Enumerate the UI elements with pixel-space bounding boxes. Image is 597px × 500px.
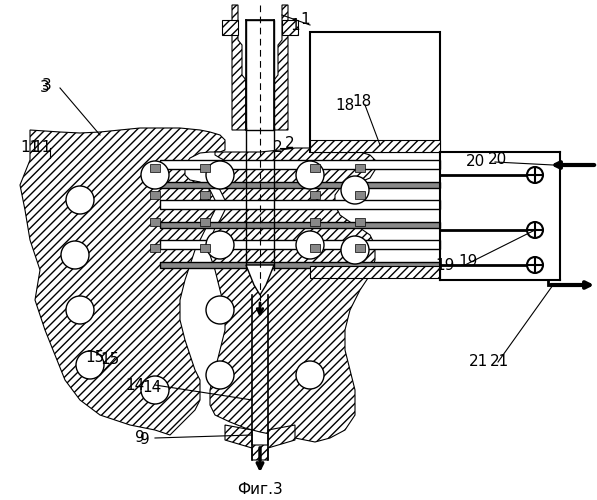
Text: 3: 3 — [42, 78, 52, 92]
Text: 21: 21 — [490, 354, 509, 370]
Circle shape — [296, 231, 324, 259]
Text: 14: 14 — [126, 378, 145, 392]
Circle shape — [527, 222, 543, 238]
Text: 19: 19 — [436, 258, 455, 272]
Bar — [160, 240, 440, 249]
Circle shape — [141, 161, 169, 189]
Circle shape — [141, 376, 169, 404]
Bar — [310, 140, 440, 152]
Polygon shape — [246, 265, 274, 295]
Bar — [355, 244, 365, 252]
Polygon shape — [232, 5, 246, 130]
Bar — [355, 164, 365, 172]
Bar — [200, 244, 210, 252]
Bar — [310, 32, 440, 152]
Text: 21: 21 — [469, 354, 488, 370]
Bar — [200, 218, 210, 226]
Polygon shape — [222, 20, 238, 35]
Text: 18: 18 — [352, 94, 371, 110]
Bar — [310, 164, 320, 172]
Text: 2: 2 — [272, 140, 282, 156]
Circle shape — [341, 176, 369, 204]
Circle shape — [66, 186, 94, 214]
Text: 9: 9 — [140, 432, 150, 448]
Text: 20: 20 — [466, 154, 485, 170]
Bar — [310, 218, 320, 226]
Text: Фиг.3: Фиг.3 — [237, 482, 283, 498]
Circle shape — [206, 361, 234, 389]
Circle shape — [206, 161, 234, 189]
Bar — [150, 218, 160, 226]
Text: 11: 11 — [21, 140, 40, 156]
Text: 11: 11 — [32, 140, 51, 156]
Circle shape — [296, 361, 324, 389]
Bar — [355, 191, 365, 199]
Bar — [150, 191, 160, 199]
Polygon shape — [225, 425, 295, 460]
Text: 2: 2 — [285, 136, 295, 150]
Bar — [310, 191, 320, 199]
Circle shape — [206, 231, 234, 259]
Circle shape — [527, 257, 543, 273]
Bar — [160, 200, 440, 209]
Bar — [310, 244, 320, 252]
Text: 1: 1 — [290, 18, 300, 32]
Bar — [310, 266, 440, 278]
Text: 14: 14 — [142, 380, 161, 396]
Bar — [200, 164, 210, 172]
Text: 19: 19 — [458, 254, 478, 270]
Text: 15: 15 — [86, 350, 105, 366]
Polygon shape — [274, 5, 288, 130]
Text: 20: 20 — [488, 152, 507, 168]
Bar — [355, 218, 365, 226]
Text: 18: 18 — [336, 98, 355, 112]
Text: 3: 3 — [40, 80, 50, 96]
Circle shape — [76, 351, 104, 379]
Circle shape — [341, 236, 369, 264]
Circle shape — [61, 241, 89, 269]
Bar — [160, 182, 440, 188]
Bar — [150, 164, 160, 172]
Bar — [200, 191, 210, 199]
Polygon shape — [282, 20, 298, 35]
Bar — [160, 222, 440, 228]
Bar — [246, 20, 274, 130]
Bar — [160, 160, 440, 169]
Polygon shape — [210, 148, 375, 442]
Text: 9: 9 — [136, 430, 145, 446]
Circle shape — [296, 161, 324, 189]
Circle shape — [206, 296, 234, 324]
Polygon shape — [20, 128, 225, 435]
Text: 1: 1 — [300, 12, 310, 28]
Bar — [160, 262, 440, 268]
Bar — [150, 244, 160, 252]
Circle shape — [527, 167, 543, 183]
Text: 15: 15 — [100, 352, 119, 368]
Circle shape — [66, 296, 94, 324]
